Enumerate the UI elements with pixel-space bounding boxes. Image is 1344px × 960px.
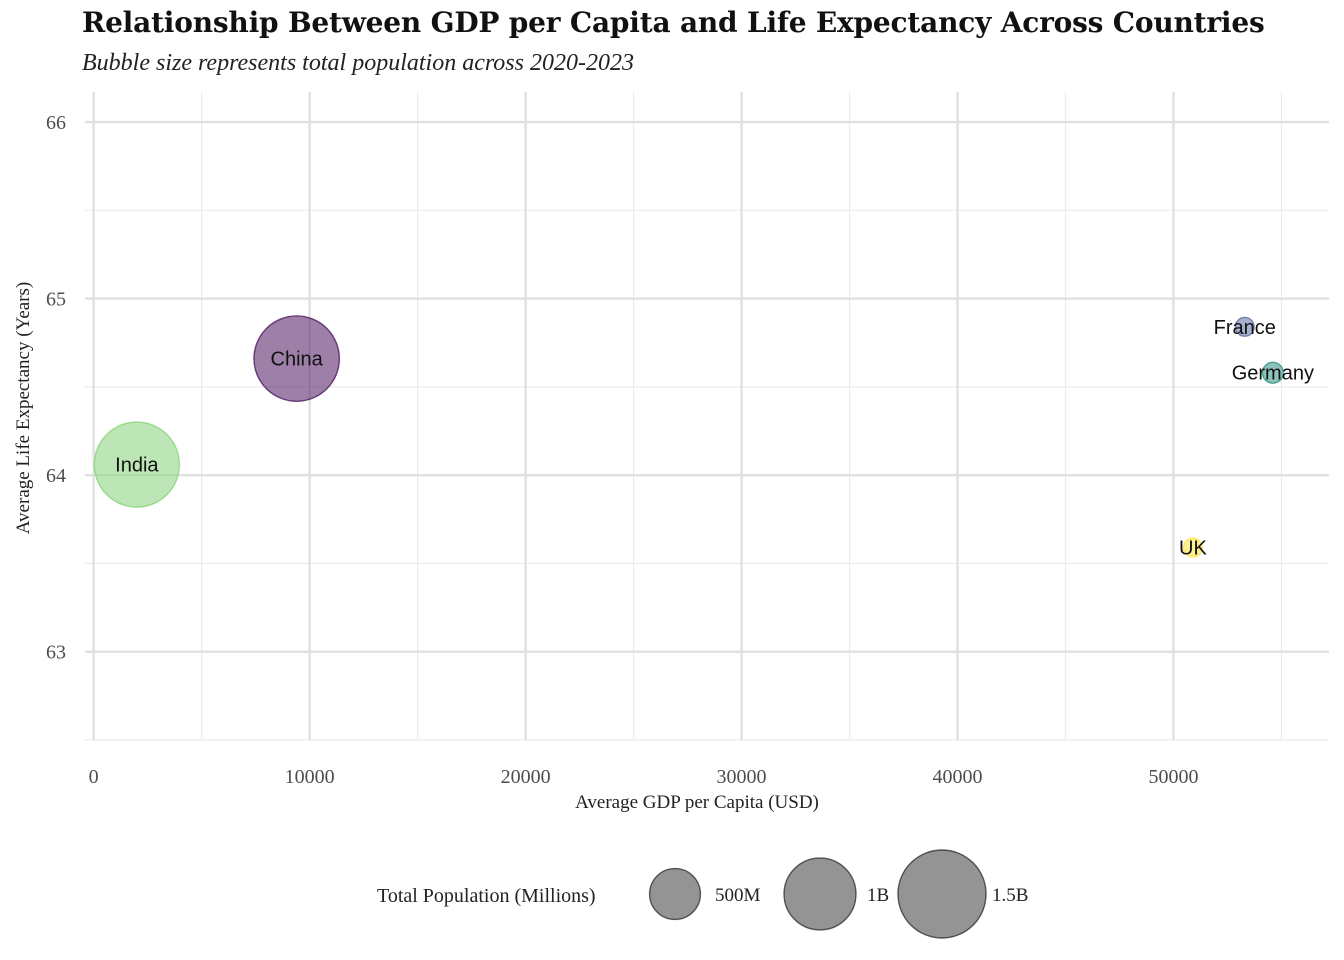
x-tick-label: 10000 (285, 766, 335, 788)
chart-subtitle: Bubble size represents total population … (82, 50, 634, 76)
bubble-label-france: France (1214, 317, 1276, 339)
bubble-germany (1261, 361, 1284, 384)
bubble-label-china: China (271, 349, 324, 371)
bubble-india (93, 421, 181, 508)
legend-bubble (648, 867, 702, 921)
tick-labels: 0 10000 20000 30000 40000 50000 63 64 65 66 (46, 112, 1199, 788)
bubble-label-uk: UK (1179, 538, 1207, 560)
x-tick-label: 40000 (933, 766, 983, 788)
y-tick-label: 65 (46, 289, 66, 311)
bubbles (93, 315, 1284, 558)
legend-bubble (897, 849, 987, 939)
bubble-label-germany: Germany (1232, 363, 1314, 385)
legend-bubble (783, 857, 857, 931)
x-tick-label: 20000 (501, 766, 551, 788)
bubble-france (1234, 316, 1255, 337)
x-tick-label: 50000 (1149, 766, 1199, 788)
legend-key-label: 500M (715, 885, 761, 906)
bubble-china (253, 315, 341, 402)
legend-key-label: 1B (867, 885, 889, 906)
legend-key-label: 1.5B (992, 885, 1028, 906)
bubble-label-india: India (115, 455, 159, 477)
y-tick-label: 63 (46, 642, 66, 664)
x-tick-label: 30000 (717, 766, 767, 788)
y-tick-label: 66 (46, 112, 66, 134)
y-axis-title: Average Life Expectancy (Years) (13, 282, 34, 535)
x-axis-title: Average GDP per Capita (USD) (575, 792, 819, 813)
bubble-uk (1182, 537, 1203, 558)
size-legend: Total Population (Millions) 500M 1B 1.5B (377, 849, 1028, 939)
bubble-labels: India China France Germany UK (115, 317, 1314, 560)
chart-title: Relationship Between GDP per Capita and … (82, 6, 1265, 39)
x-tick-label: 0 (89, 766, 99, 788)
y-tick-label: 64 (46, 465, 66, 487)
grid (85, 92, 1329, 741)
legend-title: Total Population (Millions) (377, 885, 596, 907)
